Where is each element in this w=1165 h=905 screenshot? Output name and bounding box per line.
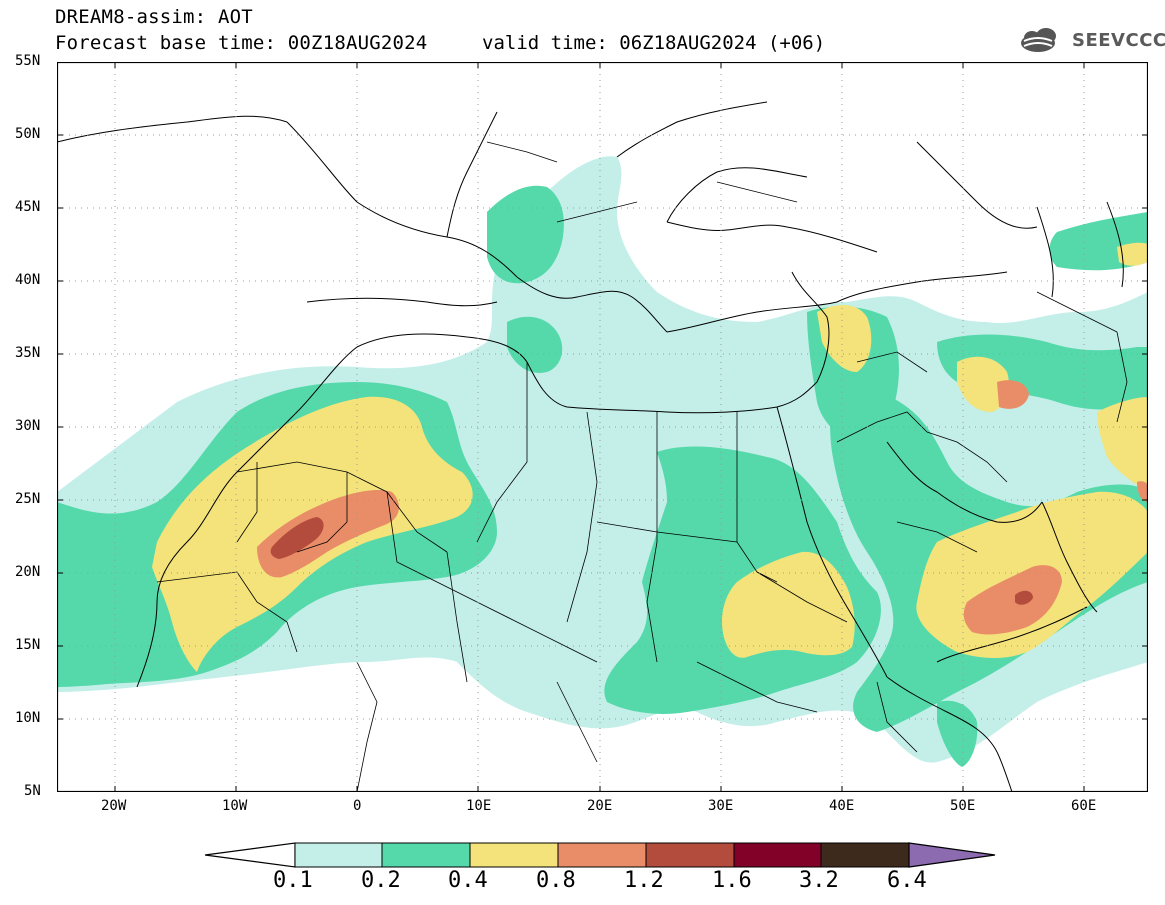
lon-label-30e: 30E [708,798,734,814]
aot-1.2-contour [270,517,1033,605]
colorbar-bin-0.4 [469,842,559,868]
lon-label-10w: 10W [222,798,248,814]
lat-label-15n: 15N [15,637,41,653]
colorbar-max-arrow [908,842,996,868]
colorbar-label-3.2: 3.2 [799,868,839,893]
lat-label-55n: 55N [15,53,41,69]
lon-label-0: 0 [353,798,362,814]
colorbar-label-1.2: 1.2 [624,868,664,893]
map-canvas [57,62,1148,792]
colorbar-label-1.6: 1.6 [712,868,752,893]
map-frame [57,62,1148,792]
colorbar-bin-3.2 [820,842,910,868]
country-borders [156,141,1128,792]
colorbar-bin-0.8 [557,842,647,868]
lat-label-40n: 40N [15,272,41,288]
lon-label-20e: 20E [587,798,613,814]
map-title: DREAM8-assim: AOT [55,6,253,28]
colorbar-label-0.2: 0.2 [361,868,401,893]
lat-label-30n: 30N [15,418,41,434]
lat-label-50n: 50N [15,126,41,142]
lat-label-20n: 20N [15,564,41,580]
colorbar-min-arrow [205,842,296,868]
lon-label-10e: 10E [466,798,492,814]
lat-label-10n: 10N [15,710,41,726]
coastlines [57,101,1124,792]
colorbar [205,842,996,868]
logo-text: SEEVCCC [1072,30,1165,51]
lat-label-25n: 25N [15,491,41,507]
aot-0.8-contour [257,380,1148,635]
lat-label-5n: 5N [24,783,41,799]
colorbar-label-0.8: 0.8 [536,868,576,893]
lat-label-45n: 45N [15,199,41,215]
colorbar-label-0.1: 0.1 [273,868,313,893]
colorbar-bin-1.2 [645,842,735,868]
lon-label-20w: 20W [101,798,127,814]
aot-map [57,62,1148,792]
colorbar-bin-0.2 [381,842,471,868]
colorbar-bin-1.6 [733,842,822,868]
seevccc-logo [1021,28,1056,52]
colorbar-label-6.4: 6.4 [887,868,927,893]
lon-label-50e: 50E [950,798,976,814]
lat-label-35n: 35N [15,345,41,361]
colorbar-label-0.4: 0.4 [448,868,488,893]
lon-label-60e: 60E [1071,798,1097,814]
lon-label-40e: 40E [829,798,855,814]
forecast-base-time: Forecast base time: 00Z18AUG2024 [55,32,428,54]
valid-time: valid time: 06Z18AUG2024 (+06) [482,32,826,54]
colorbar-bin-0.1 [294,842,383,868]
